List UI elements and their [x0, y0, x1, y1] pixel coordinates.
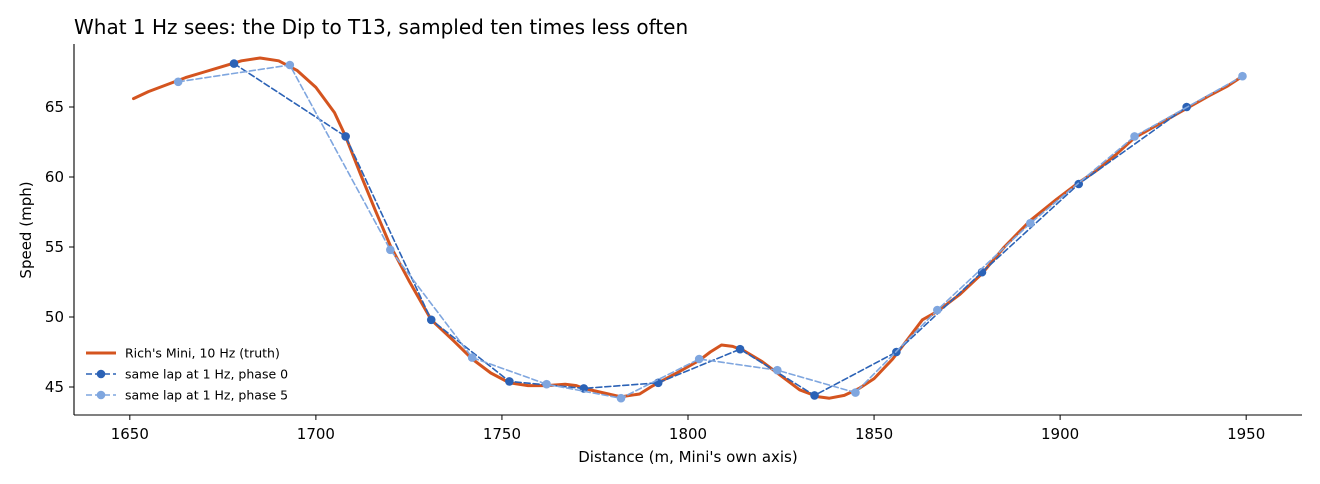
series-point-1 [229, 59, 239, 68]
chart-title: What 1 Hz sees: the Dip to T13, sampled … [74, 15, 688, 39]
series-point-2 [467, 353, 477, 362]
series-point-2 [173, 77, 183, 87]
x-tick-label: 1700 [297, 425, 335, 443]
legend-label-2: same lap at 1 Hz, phase 5 [125, 388, 288, 403]
legend-marker-2 [96, 390, 106, 400]
series-point-2 [285, 60, 295, 70]
y-tick-label: 65 [45, 98, 64, 116]
series-point-2 [616, 393, 626, 403]
series-point-1 [653, 378, 663, 388]
y-axis-label: Speed (mph) [17, 181, 35, 278]
x-tick-label: 1750 [483, 425, 521, 443]
series-point-1 [505, 377, 514, 386]
series-point-2 [1130, 132, 1139, 141]
x-ticks: 1650 1700 1750 1800 1850 1900 1950 [111, 415, 1265, 443]
series-line-2 [177, 64, 1244, 400]
series-line-1 [233, 62, 1188, 397]
series-point-2 [694, 354, 704, 364]
series-point-1 [735, 344, 745, 354]
x-tick-label: 1950 [1227, 425, 1265, 443]
y-ticks: 45 50 55 60 65 [45, 98, 74, 396]
series-point-2 [542, 379, 551, 389]
series-point-2 [851, 388, 860, 397]
x-tick-label: 1650 [111, 425, 149, 443]
series-point-2 [933, 305, 942, 315]
x-tick-label: 1800 [669, 425, 707, 443]
series-point-1 [341, 132, 350, 141]
x-axis-label: Distance (m, Mini's own axis) [578, 448, 797, 466]
legend-label-1: same lap at 1 Hz, phase 0 [125, 367, 288, 382]
y-tick-label: 60 [45, 168, 64, 186]
series-point-1 [426, 315, 436, 325]
x-tick-label: 1900 [1041, 425, 1079, 443]
series-point-2 [1026, 218, 1035, 228]
x-tick-label: 1850 [855, 425, 893, 443]
y-tick-label: 50 [45, 308, 64, 326]
series-point-1 [810, 391, 819, 400]
y-tick-label: 45 [45, 378, 64, 396]
legend: Rich's Mini, 10 Hz (truth) same lap at 1 … [86, 346, 288, 403]
series-point-2 [386, 245, 395, 255]
series-point-2 [773, 365, 782, 375]
y-tick-label: 55 [45, 238, 64, 256]
series-line-0 [132, 56, 1244, 400]
legend-label-0: Rich's Mini, 10 Hz (truth) [125, 346, 280, 361]
series-point-2 [1238, 71, 1247, 81]
series-layer [132, 56, 1247, 403]
legend-marker-1 [96, 369, 106, 379]
